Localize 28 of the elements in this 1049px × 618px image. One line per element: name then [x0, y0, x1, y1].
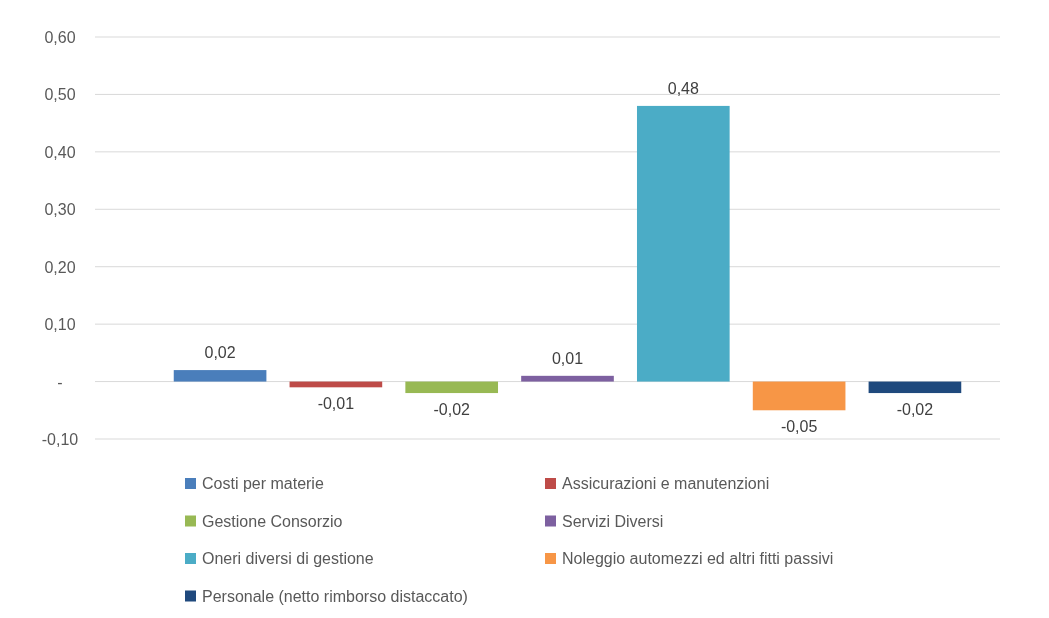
y-tick-label: 0,40	[44, 143, 76, 161]
bar	[405, 381, 499, 394]
data-label: -0,02	[433, 401, 471, 419]
data-label: -0,01	[317, 395, 355, 413]
y-tick-label: 0,10	[44, 316, 76, 334]
legend-label: Noleggio automezzi ed altri fitti passivi	[562, 550, 834, 567]
y-tick-label: -	[57, 373, 63, 391]
y-tick-label: 0,30	[44, 201, 76, 219]
y-tick-label: -0,10	[41, 431, 79, 448]
bar	[636, 105, 730, 382]
legend-label: Gestione Consorzio	[202, 512, 343, 530]
bar	[173, 370, 267, 382]
y-tick-label: 0,20	[44, 258, 76, 276]
data-label: -0,02	[896, 401, 934, 419]
data-label: -0,05	[780, 418, 818, 436]
data-label: 0,01	[551, 349, 584, 367]
bar	[521, 375, 614, 382]
data-label: 0,02	[204, 344, 236, 362]
data-label: 0,48	[667, 79, 699, 97]
y-tick-label: 0,50	[44, 86, 76, 104]
legend-label: Servizi Diversi	[562, 512, 664, 530]
legend-label: Assicurazioni e manutenzioni	[562, 475, 770, 492]
legend-label: Personale (netto rimborso distaccato)	[202, 587, 468, 605]
legend-label: Costi per materie	[202, 475, 324, 492]
bar	[868, 381, 962, 394]
bar	[752, 381, 846, 411]
y-tick-label: 0,60	[44, 29, 76, 46]
legend-label: Oneri diversi di gestione	[202, 550, 374, 567]
